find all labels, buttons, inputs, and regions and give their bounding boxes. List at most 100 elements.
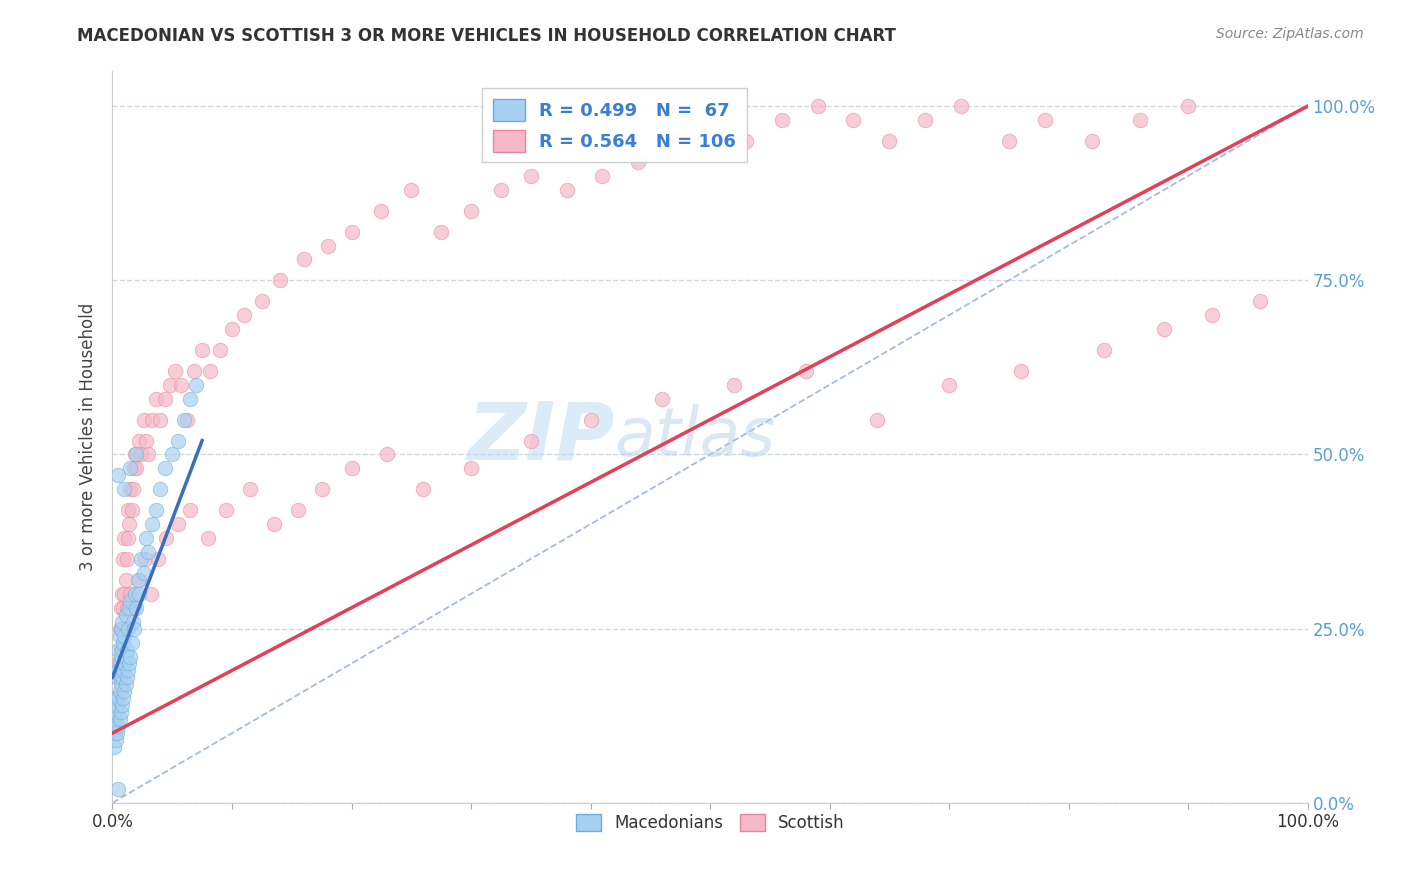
Point [340,461,363,475]
Point [111,615,134,629]
Point [794,364,817,378]
Point [145,392,167,406]
Point [117,664,139,678]
Legend: Macedonians, Scottish: Macedonians, Scottish [569,807,851,838]
Point [169,377,191,392]
Point [377,448,399,462]
Point [842,113,865,128]
Point [121,615,143,629]
Point [128,587,150,601]
Point [107,664,129,678]
Point [121,503,143,517]
Point [112,635,135,649]
Point [121,635,143,649]
Point [651,392,673,406]
Point [412,483,434,497]
Point [107,691,129,706]
Point [167,517,190,532]
Point [108,670,131,684]
Point [110,677,132,691]
Point [107,642,129,657]
Point [460,461,482,475]
Point [998,134,1021,148]
Point [120,461,142,475]
Point [120,483,142,497]
Point [1081,134,1104,148]
Point [115,552,138,566]
Point [153,461,176,475]
Point [115,642,138,657]
Point [138,448,160,462]
Point [111,642,134,657]
Point [105,691,128,706]
Point [183,364,205,378]
Point [104,712,127,726]
Point [108,622,131,636]
Point [316,238,339,252]
Point [105,733,128,747]
Point [107,719,129,733]
Point [176,412,198,426]
Point [111,587,134,601]
Point [107,468,129,483]
Point [124,448,146,462]
Point [555,183,578,197]
Point [1153,322,1175,336]
Point [163,364,186,378]
Point [233,308,256,322]
Point [110,600,132,615]
Point [287,503,309,517]
Point [149,483,172,497]
Point [269,273,291,287]
Point [114,649,136,664]
Point [197,531,219,545]
Point [112,552,135,566]
Point [120,587,142,601]
Point [114,587,135,601]
Point [105,705,128,719]
Point [1129,113,1152,128]
Point [129,448,152,462]
Point [1033,113,1056,128]
Point [111,642,134,657]
Point [340,225,363,239]
Point [370,203,392,218]
Point [121,483,143,497]
Point [114,607,136,622]
Point [105,698,128,713]
Point [664,134,686,148]
Point [627,155,650,169]
Point [430,225,453,239]
Point [135,531,157,545]
Point [159,377,181,392]
Point [134,552,156,566]
Point [124,587,146,601]
Point [110,622,132,636]
Point [122,461,145,475]
Point [141,412,163,426]
Point [117,622,139,636]
Point [111,698,134,713]
Point [221,322,243,336]
Text: atlas: atlas [614,404,776,470]
Point [579,412,602,426]
Point [110,642,132,657]
Point [120,594,142,608]
Point [111,622,134,636]
Point [1177,99,1199,113]
Point [115,600,138,615]
Point [807,99,830,113]
Point [239,483,262,497]
Point [250,294,273,309]
Point [118,600,141,615]
Point [162,448,183,462]
Point [114,483,135,497]
Point [1249,294,1271,309]
Point [200,364,222,378]
Point [460,203,482,218]
Point [1010,364,1032,378]
Point [114,677,136,691]
Point [699,113,721,128]
Point [146,552,169,566]
Point [110,649,132,664]
